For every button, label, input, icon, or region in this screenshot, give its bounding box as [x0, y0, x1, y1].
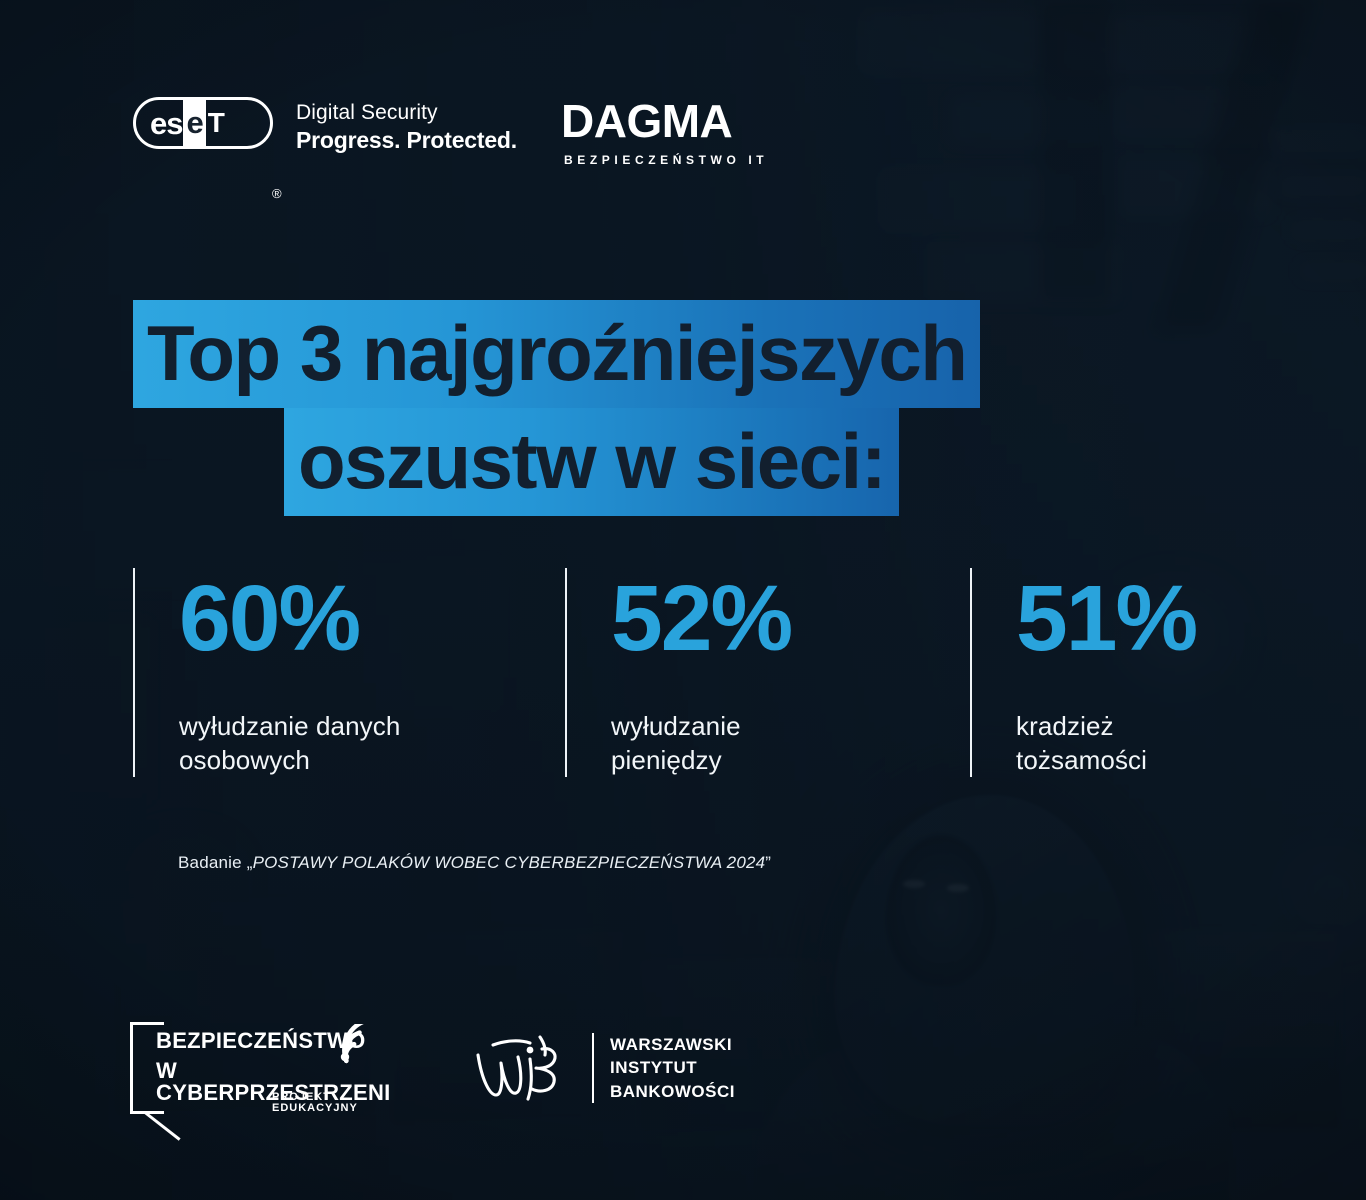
- stat-percent: 52%: [611, 566, 793, 670]
- eset-logomark: es e T: [133, 97, 273, 149]
- source-suffix: ”: [765, 853, 772, 872]
- stat-divider: [133, 568, 135, 777]
- statistics-row: 60% wyłudzanie danych osobowych 52% wyłu…: [133, 566, 1253, 781]
- source-prefix: Badanie „: [178, 853, 253, 872]
- stat-label: wyłudzanie pieniędzy: [611, 709, 970, 778]
- stat-label-line1: kradzież: [1016, 711, 1114, 741]
- cyber-logo-line3: PROJEKT EDUKACYJNY: [272, 1091, 358, 1114]
- eset-tagline-line2: Progress. Protected.: [296, 127, 517, 154]
- stat-item-3: 51% kradzież tożsamości: [970, 566, 1253, 781]
- eset-tagline-line1: Digital Security: [296, 101, 438, 124]
- eset-logo: es e T ®: [133, 97, 282, 201]
- bracket-frame-icon: [130, 1022, 164, 1114]
- wib-line3: BANKOWOŚCI: [610, 1081, 735, 1101]
- wib-name: WARSZAWSKI INSTYTUT BANKOWOŚCI: [610, 1033, 735, 1103]
- eset-mark-e: e: [183, 100, 206, 146]
- stat-percent: 60%: [179, 566, 361, 670]
- stat-label-line2: osobowych: [179, 745, 310, 776]
- source-attribution: Badanie „POSTAWY POLAKÓW WOBEC CYBERBEZP…: [178, 853, 771, 873]
- stat-divider: [565, 568, 567, 777]
- eset-mark-t: T: [207, 107, 225, 138]
- stat-label: wyłudzanie danych osobowych: [179, 709, 565, 778]
- cyberprzestrzen-logo: BEZPIECZEŃSTWO W CYBERPRZESTRZENI PROJEK…: [130, 1022, 390, 1114]
- registered-trademark-icon: ®: [272, 186, 282, 201]
- eset-mark-es: es: [150, 105, 183, 141]
- stat-label-line1: wyłudzanie: [611, 711, 741, 741]
- headline-line1: Top 3 najgroźniejszych: [133, 300, 981, 408]
- wib-line1: WARSZAWSKI: [610, 1035, 733, 1054]
- page-title: Top 3 najgroźniejszych oszustw w sieci:: [0, 300, 1366, 516]
- eset-tagline: Digital Security Progress. Protected.: [296, 100, 517, 155]
- stat-divider: [970, 568, 972, 777]
- stat-item-2: 52% wyłudzanie pieniędzy: [565, 566, 970, 781]
- stat-label-line2: tożsamości: [1016, 745, 1148, 776]
- stat-label-line1: wyłudzanie danych: [179, 711, 401, 741]
- stat-label: kradzież tożsamości: [1016, 709, 1253, 778]
- source-study-title: POSTAWY POLAKÓW WOBEC CYBERBEZPIECZEŃSTW…: [252, 853, 766, 872]
- stat-item-1: 60% wyłudzanie danych osobowych: [133, 566, 565, 781]
- wifi-signal-icon: [340, 1024, 368, 1064]
- headline-line2: oszustw w sieci:: [284, 408, 900, 516]
- wib-logo: WARSZAWSKI INSTYTUT BANKOWOŚCI: [470, 1025, 734, 1113]
- stat-percent: 51%: [1016, 566, 1198, 670]
- wib-line2: INSTYTUT: [610, 1058, 698, 1078]
- cyber-logo-line1: BEZPIECZEŃSTWO: [156, 1028, 366, 1053]
- dagma-subtitle: BEZPIECZEŃSTWO IT: [564, 153, 769, 167]
- dagma-wordmark: DAGMA: [561, 95, 733, 147]
- stat-label-line2: pieniędzy: [611, 745, 722, 776]
- wib-monogram-icon: [476, 1035, 557, 1101]
- cyber-logo-line2: W CYBERPRZESTRZENI: [156, 1058, 391, 1105]
- dagma-logo: DAGMA BEZPIECZEŃSTWO IT: [561, 98, 768, 167]
- wib-separator: [592, 1033, 594, 1103]
